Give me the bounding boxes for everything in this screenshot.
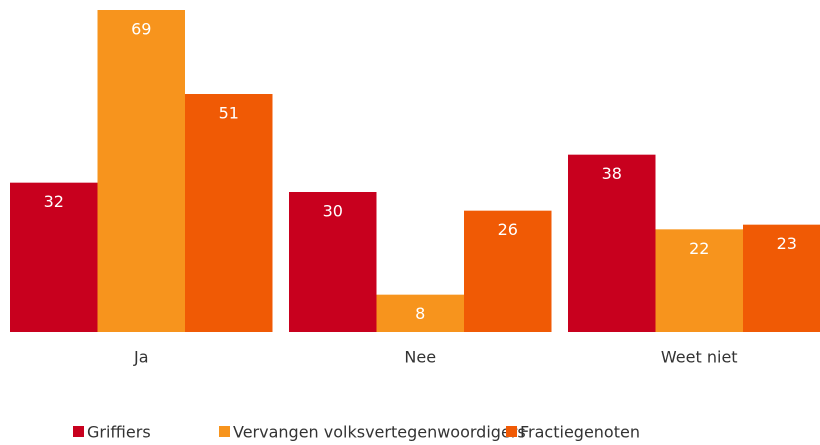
legend-label: Vervangen volksvertegenwoordigers bbox=[233, 423, 526, 442]
value-label: 23 bbox=[777, 234, 797, 253]
bar bbox=[97, 10, 185, 332]
x-tick-label: Weet niet bbox=[661, 348, 738, 367]
bar bbox=[185, 94, 273, 332]
value-label: 69 bbox=[131, 20, 151, 39]
legend-swatch bbox=[219, 426, 230, 437]
bar bbox=[10, 182, 98, 332]
legend-label: Griffiers bbox=[87, 423, 151, 442]
x-tick-label: Ja bbox=[133, 348, 149, 367]
legend-label: Fractiegenoten bbox=[520, 423, 640, 442]
bar bbox=[464, 210, 552, 332]
legend-swatch bbox=[506, 426, 517, 437]
legend-swatch bbox=[73, 426, 84, 437]
bar bbox=[743, 224, 820, 332]
value-label: 30 bbox=[323, 202, 343, 221]
bar bbox=[655, 229, 743, 332]
value-label: 22 bbox=[689, 239, 709, 258]
value-label: 26 bbox=[498, 220, 518, 239]
value-label: 8 bbox=[415, 304, 425, 323]
value-label: 51 bbox=[219, 104, 239, 123]
bar bbox=[568, 154, 656, 332]
value-label: 38 bbox=[602, 164, 622, 183]
bar bbox=[289, 192, 377, 332]
x-tick-label: Nee bbox=[404, 348, 436, 367]
bar bbox=[376, 294, 464, 332]
value-label: 32 bbox=[44, 192, 64, 211]
